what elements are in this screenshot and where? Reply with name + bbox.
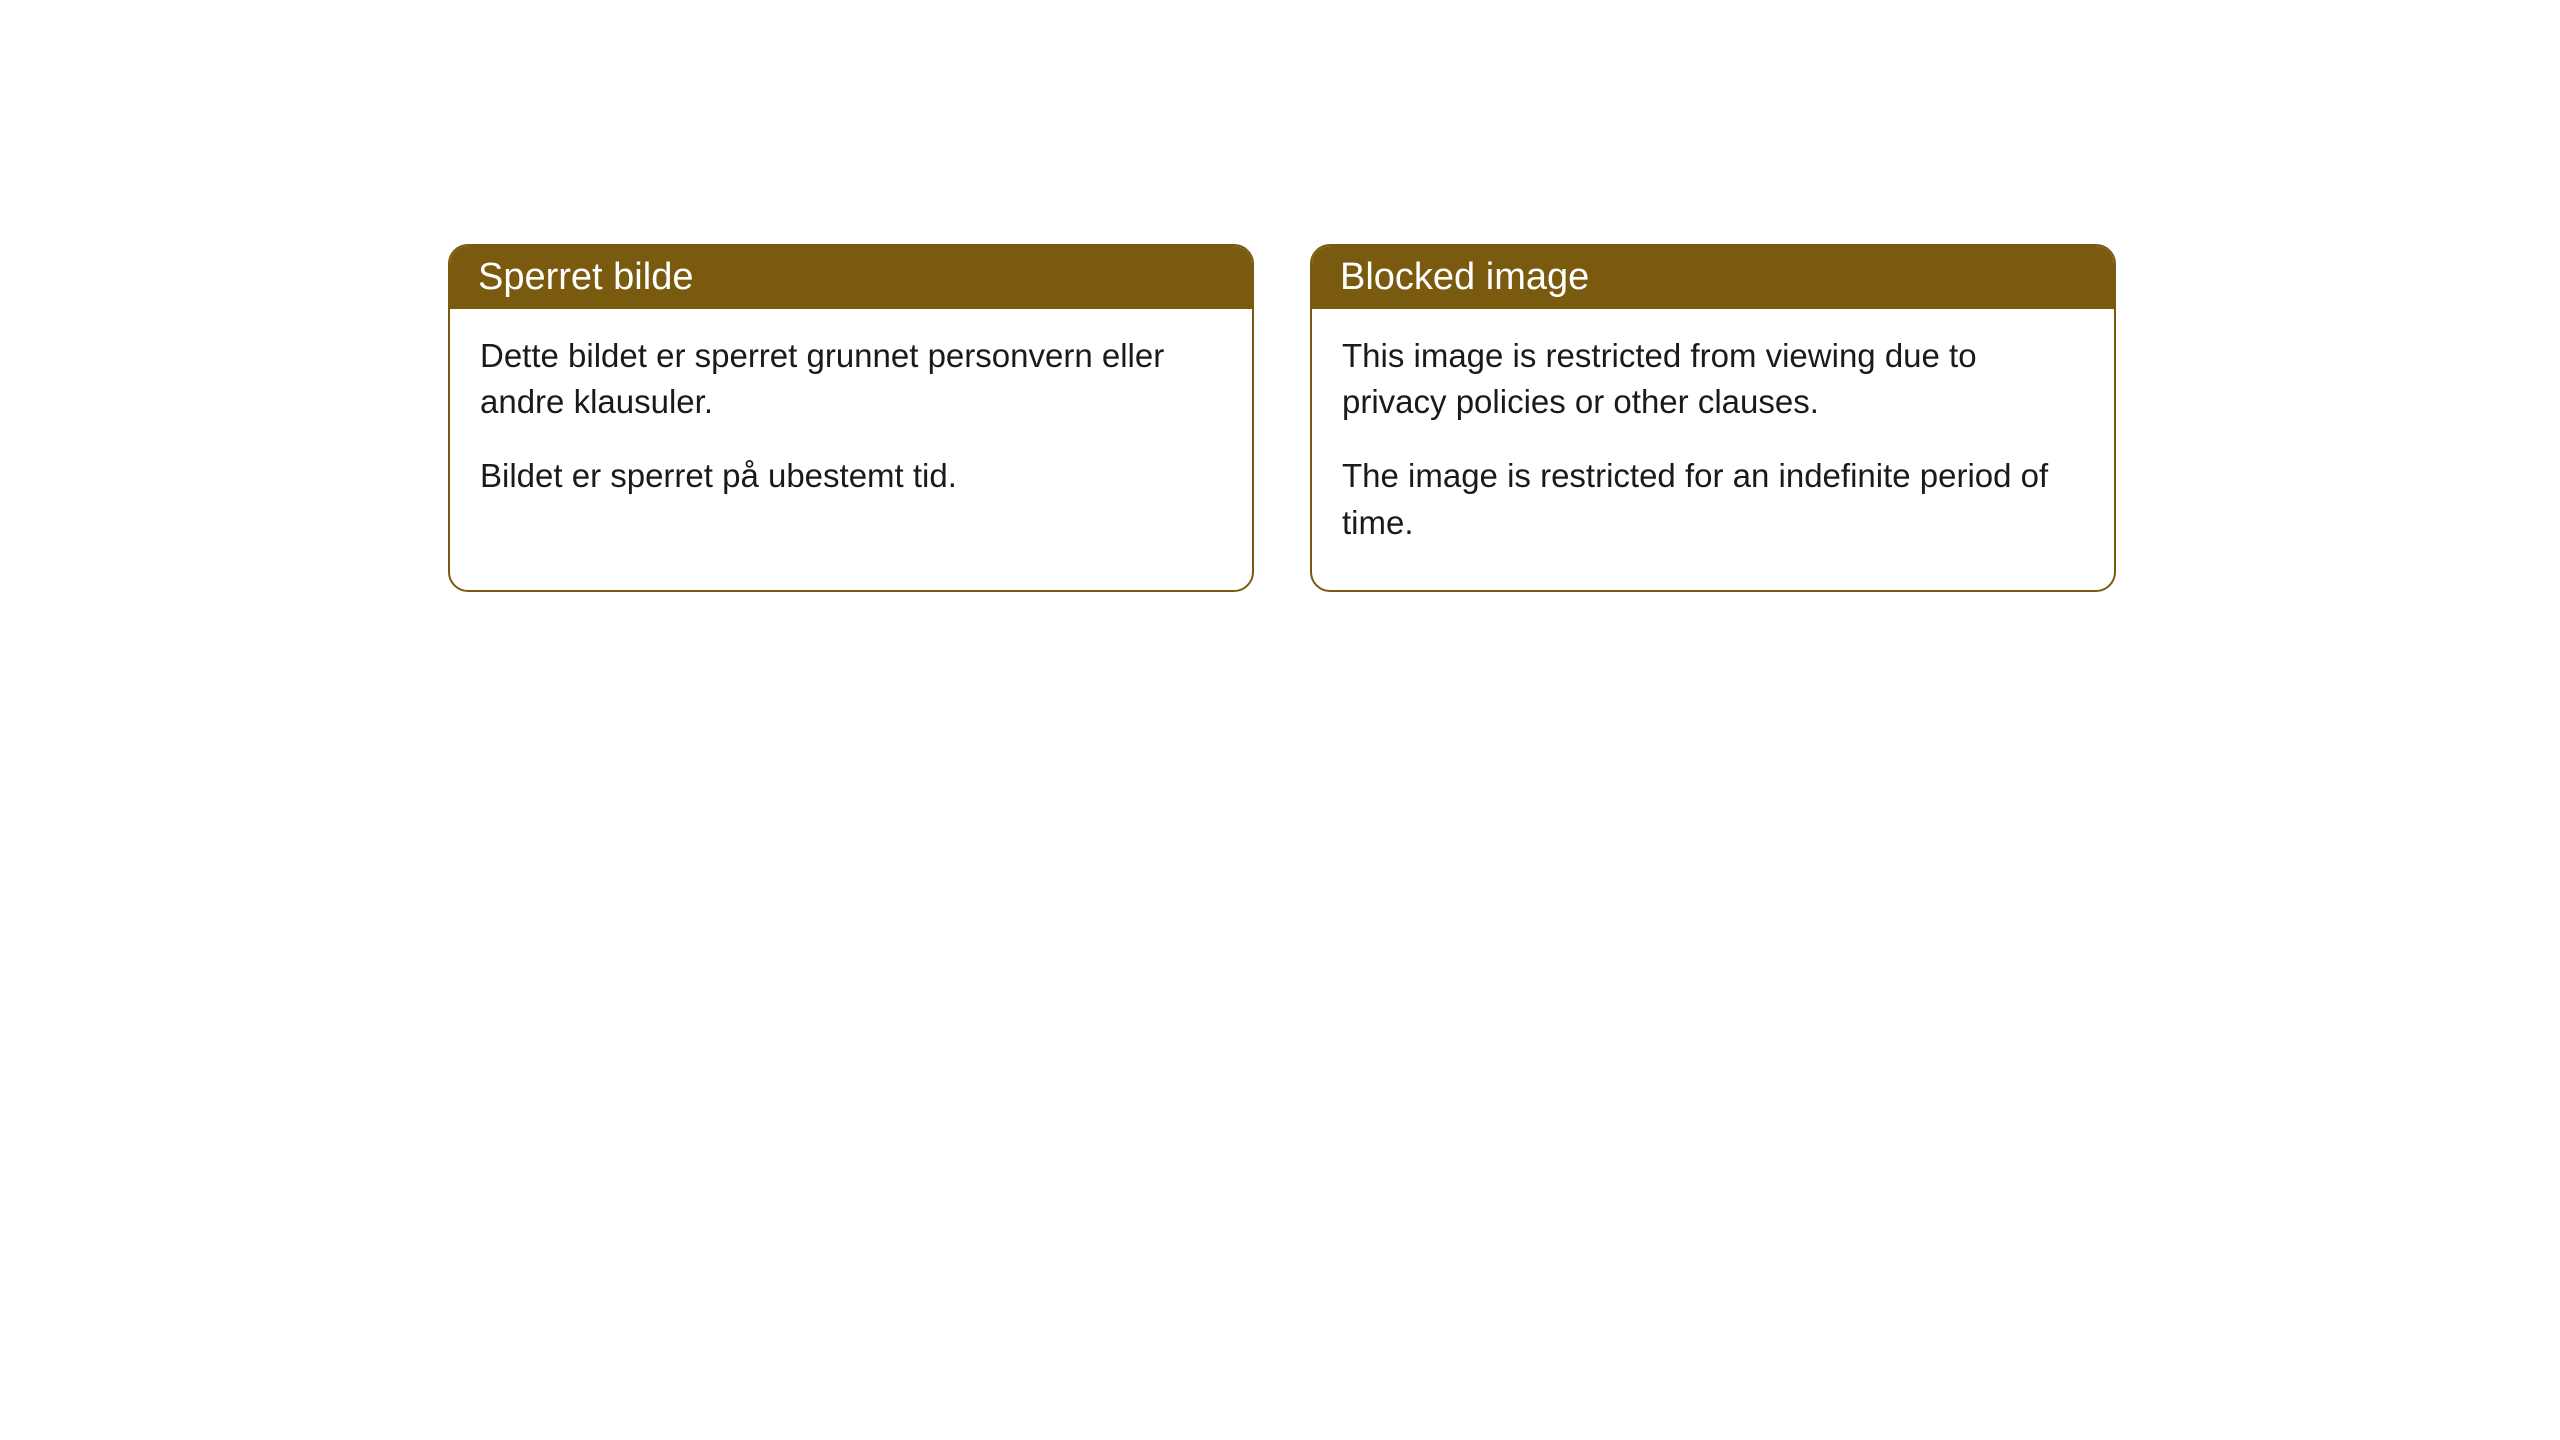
cards-container: Sperret bilde Dette bildet er sperret gr… <box>0 0 2560 592</box>
card-body-english: This image is restricted from viewing du… <box>1312 309 2114 590</box>
blocked-image-card-norwegian: Sperret bilde Dette bildet er sperret gr… <box>448 244 1254 592</box>
card-paragraph-2-english: The image is restricted for an indefinit… <box>1342 453 2084 545</box>
card-header-norwegian: Sperret bilde <box>450 246 1252 309</box>
card-body-norwegian: Dette bildet er sperret grunnet personve… <box>450 309 1252 544</box>
card-header-english: Blocked image <box>1312 246 2114 309</box>
card-paragraph-1-english: This image is restricted from viewing du… <box>1342 333 2084 425</box>
blocked-image-card-english: Blocked image This image is restricted f… <box>1310 244 2116 592</box>
card-paragraph-1-norwegian: Dette bildet er sperret grunnet personve… <box>480 333 1222 425</box>
card-paragraph-2-norwegian: Bildet er sperret på ubestemt tid. <box>480 453 1222 499</box>
